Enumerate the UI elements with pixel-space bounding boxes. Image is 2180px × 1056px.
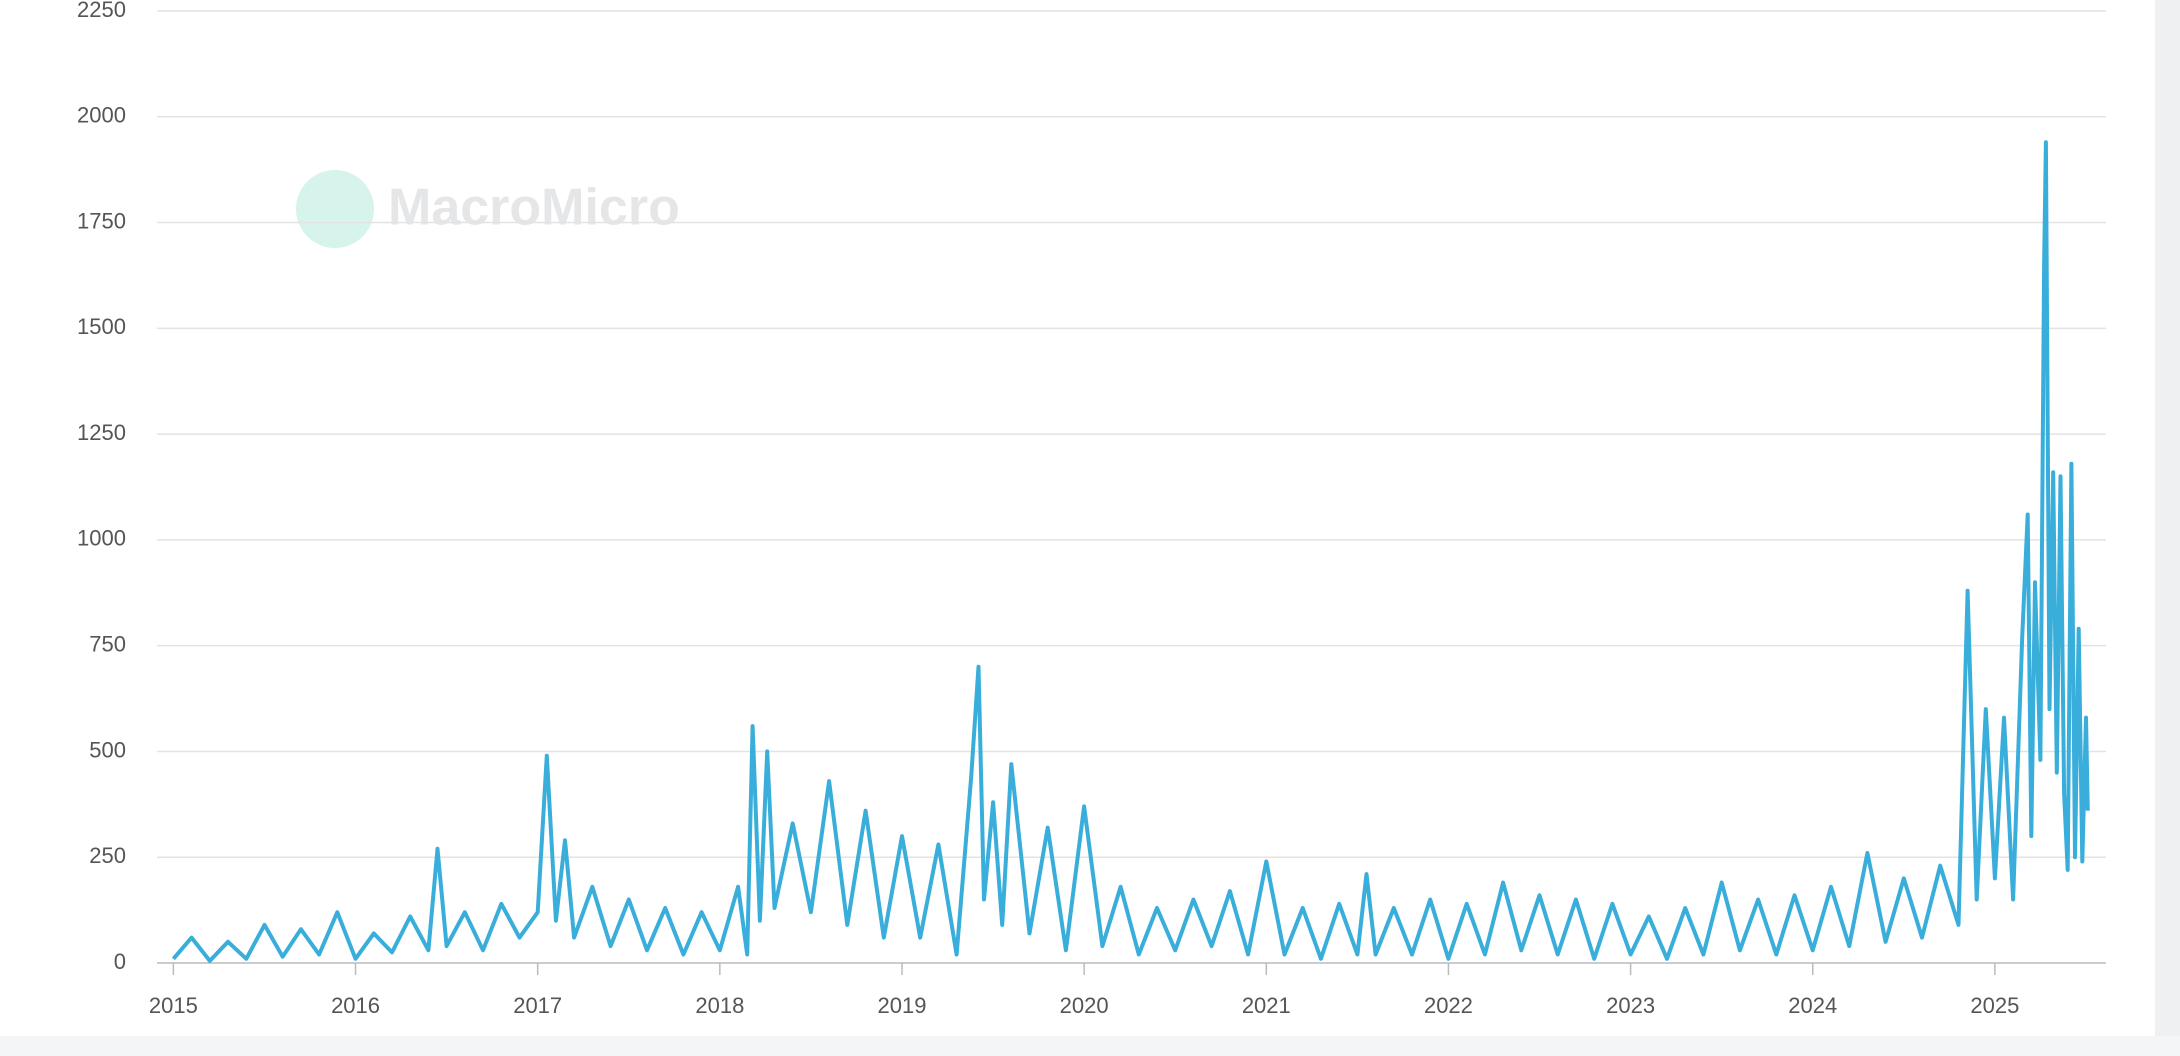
y-tick-label: 750 <box>89 631 126 656</box>
x-tick-label: 2021 <box>1242 993 1291 1018</box>
scrollbar <box>2155 0 2180 1056</box>
x-tick-label: 2023 <box>1606 993 1655 1018</box>
x-tick-label: 2024 <box>1788 993 1837 1018</box>
x-tick-label: 2018 <box>695 993 744 1018</box>
x-tick-label: 2019 <box>878 993 927 1018</box>
x-tick-label: 2025 <box>1970 993 2019 1018</box>
footer-strip <box>0 1036 2180 1056</box>
y-tick-label: 500 <box>89 737 126 762</box>
y-tick-label: 2000 <box>77 103 126 128</box>
y-tick-label: 1750 <box>77 208 126 233</box>
y-tick-label: 1500 <box>77 314 126 339</box>
y-tick-label: 0 <box>114 949 126 974</box>
watermark-logo <box>296 170 374 248</box>
line <box>171 140 2090 963</box>
x-tick-label: 2015 <box>149 993 198 1018</box>
y-tick-label: 250 <box>89 843 126 868</box>
y-tick-label: 1250 <box>77 420 126 445</box>
x-tick-label: 2020 <box>1060 993 1109 1018</box>
x-tick-label: 2017 <box>513 993 562 1018</box>
y-tick-label: 2250 <box>77 0 126 22</box>
watermark: MacroMicro <box>388 179 680 237</box>
y-tick-label: 1000 <box>77 526 126 551</box>
x-tick-label: 2022 <box>1424 993 1473 1018</box>
x-tick-label: 2016 <box>331 993 380 1018</box>
